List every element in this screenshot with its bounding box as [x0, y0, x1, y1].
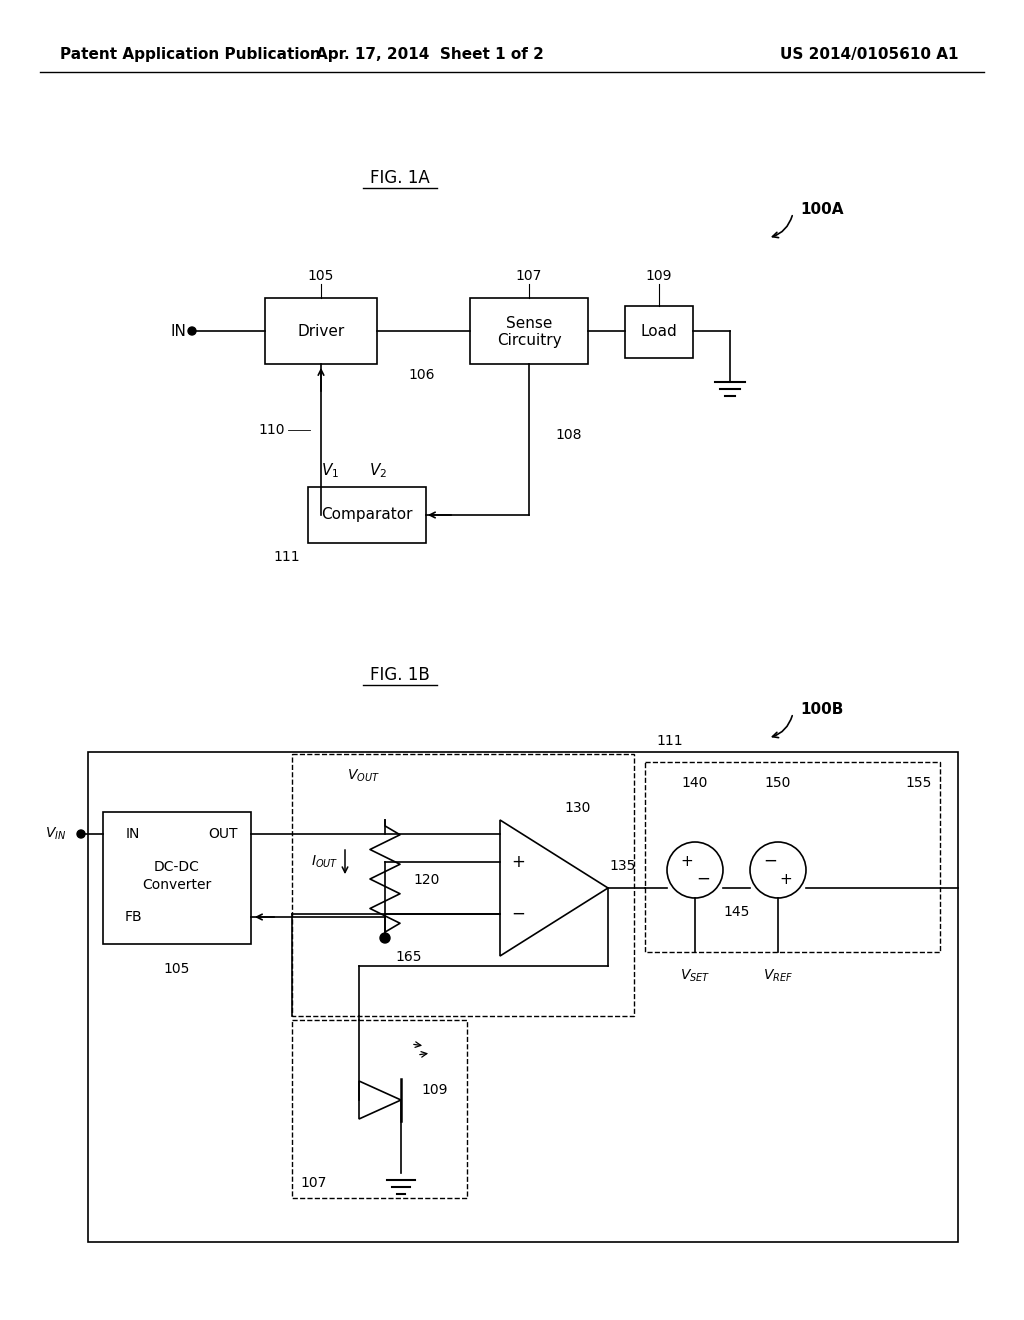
Text: 135: 135	[610, 859, 636, 873]
Text: Patent Application Publication: Patent Application Publication	[60, 48, 321, 62]
Circle shape	[77, 830, 85, 838]
Text: 111: 111	[273, 550, 300, 564]
Text: 155: 155	[905, 776, 932, 789]
Bar	[103, 812, 251, 944]
Text: FIG. 1A: FIG. 1A	[370, 169, 430, 187]
Text: −: −	[696, 870, 710, 888]
Text: 120: 120	[413, 873, 439, 887]
Text: 105: 105	[308, 269, 334, 282]
Text: +: +	[779, 871, 793, 887]
Text: −: −	[511, 906, 525, 923]
Text: Circuitry: Circuitry	[497, 333, 561, 347]
Bar	[292, 1020, 467, 1199]
Bar	[625, 306, 693, 358]
Text: 100B: 100B	[800, 702, 844, 718]
Circle shape	[188, 327, 196, 335]
Bar	[470, 298, 588, 364]
Text: 109: 109	[646, 269, 672, 282]
Text: Converter: Converter	[142, 878, 212, 892]
Circle shape	[380, 933, 390, 942]
Text: 107: 107	[300, 1176, 327, 1191]
Text: $V_1$: $V_1$	[321, 462, 339, 480]
Text: 105: 105	[164, 962, 190, 975]
Bar	[88, 752, 958, 1242]
Text: 165: 165	[395, 950, 422, 964]
Text: $V_{SET}$: $V_{SET}$	[680, 968, 711, 985]
Text: $V_{IN}$: $V_{IN}$	[45, 826, 66, 842]
Text: IN: IN	[170, 323, 186, 338]
Text: Comparator: Comparator	[322, 507, 413, 523]
Text: DC-DC: DC-DC	[154, 861, 200, 874]
Text: $V_2$: $V_2$	[369, 462, 387, 480]
Text: 111: 111	[656, 734, 683, 748]
Bar	[308, 487, 426, 543]
Text: Load: Load	[641, 325, 677, 339]
Bar	[265, 298, 377, 364]
Text: US 2014/0105610 A1: US 2014/0105610 A1	[780, 48, 958, 62]
Text: FB: FB	[124, 909, 141, 924]
Text: +: +	[681, 854, 693, 869]
Bar	[292, 754, 634, 1016]
Text: $I_{OUT}$: $I_{OUT}$	[311, 854, 339, 870]
Text: 145: 145	[723, 906, 750, 919]
Text: 109: 109	[421, 1082, 447, 1097]
Text: FIG. 1B: FIG. 1B	[370, 667, 430, 684]
Bar	[645, 762, 940, 952]
Text: −: −	[763, 851, 777, 870]
Text: +: +	[511, 853, 525, 871]
Text: Driver: Driver	[297, 323, 345, 338]
Text: $V_{REF}$: $V_{REF}$	[763, 968, 793, 985]
Text: 150: 150	[765, 776, 792, 789]
Text: 130: 130	[565, 801, 591, 814]
Text: IN: IN	[126, 828, 140, 841]
Text: 108: 108	[555, 428, 582, 442]
Text: 140: 140	[682, 776, 709, 789]
Text: Apr. 17, 2014  Sheet 1 of 2: Apr. 17, 2014 Sheet 1 of 2	[316, 48, 544, 62]
Text: Sense: Sense	[506, 315, 552, 330]
Text: OUT: OUT	[208, 828, 238, 841]
Text: 100A: 100A	[800, 202, 844, 218]
Text: 110: 110	[258, 422, 285, 437]
Text: 106: 106	[408, 368, 434, 381]
Text: 107: 107	[516, 269, 542, 282]
Text: $V_{OUT}$: $V_{OUT}$	[347, 768, 380, 784]
